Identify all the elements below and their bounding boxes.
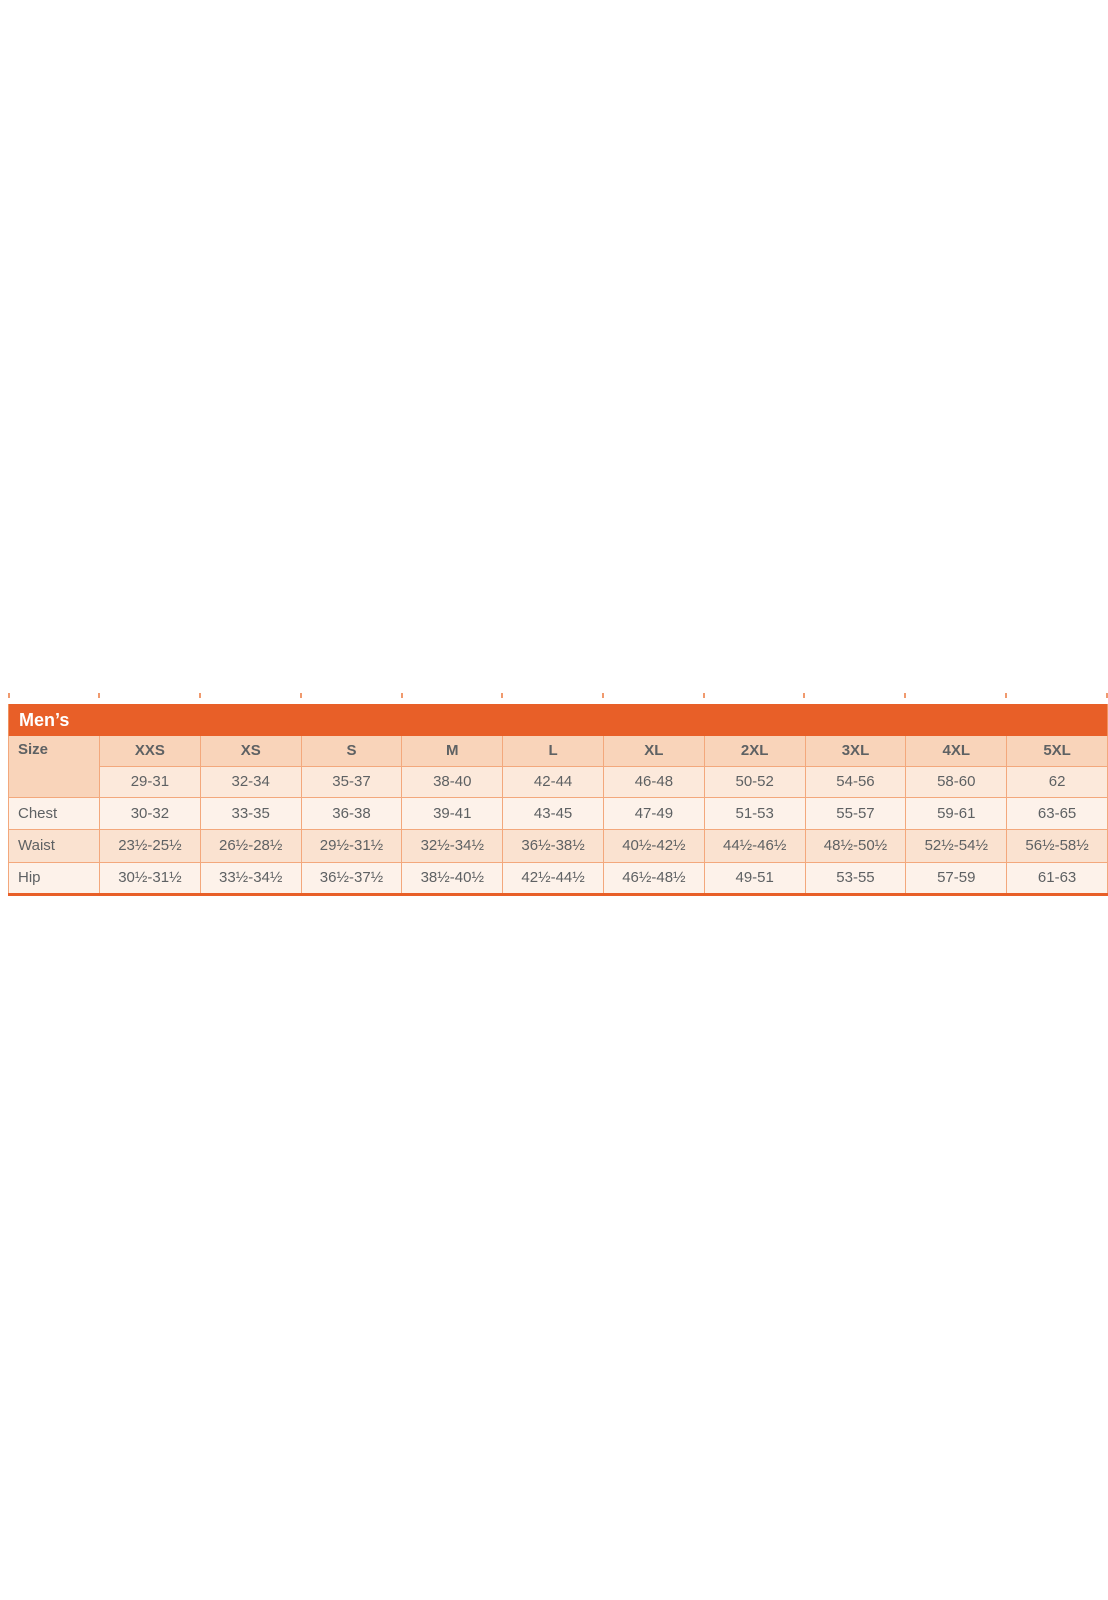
measurement-cell: 29½-31½	[300, 828, 403, 863]
size-number-cell: 35-37	[300, 765, 403, 798]
measurement-cell: 30-32	[99, 796, 201, 830]
column-header-cell: M	[401, 736, 504, 767]
column-header-cell: XS	[199, 736, 302, 767]
table-title: Men’s	[8, 704, 1108, 736]
measurement-cell: 63-65	[1006, 796, 1108, 830]
table-top-ticks	[8, 693, 1108, 698]
measurement-cell: 52½-54½	[905, 828, 1008, 863]
measurement-cell: 39-41	[401, 796, 504, 830]
measurement-cell: 59-61	[905, 796, 1008, 830]
hip-row: Hip 30½-31½ 33½-34½ 36½-37½ 38½-40½ 42½-…	[8, 861, 1108, 895]
column-tick	[703, 693, 705, 698]
measurement-cell: 46½-48½	[602, 861, 705, 895]
waist-row: Waist 23½-25½ 26½-28½ 29½-31½ 32½-34½ 36…	[8, 828, 1108, 863]
measurement-cell: 36½-38½	[502, 828, 604, 863]
column-header-cell: L	[502, 736, 604, 767]
size-number-cell: 54-56	[804, 765, 907, 798]
column-header-cell: 2XL	[703, 736, 806, 767]
size-label: Size	[8, 736, 100, 798]
measurement-cell: 33½-34½	[199, 861, 302, 895]
column-header-cell: XXS	[99, 736, 201, 767]
column-header-cell: 3XL	[804, 736, 907, 767]
size-header-row: Size XXS XS S M L XL 2XL 3XL 4XL 5XL	[8, 736, 1108, 798]
size-number-cell: 29-31	[99, 765, 201, 798]
measurement-cell: 61-63	[1006, 861, 1108, 895]
size-number-cell: 62	[1006, 765, 1108, 798]
measurement-cell: 36½-37½	[300, 861, 403, 895]
column-header-cell: XL	[602, 736, 705, 767]
size-number-cell: 42-44	[502, 765, 604, 798]
column-tick	[1106, 693, 1108, 698]
size-number-cell: 32-34	[199, 765, 302, 798]
measurement-cell: 53-55	[804, 861, 907, 895]
table-title-row: Men’s	[8, 704, 1108, 736]
column-header-cell: 4XL	[905, 736, 1008, 767]
column-tick	[602, 693, 604, 698]
measurement-cell: 43-45	[502, 796, 604, 830]
size-number-cell: 46-48	[602, 765, 705, 798]
measurement-cell: 49-51	[703, 861, 806, 895]
column-tick	[904, 693, 906, 698]
row-label-hip: Hip	[8, 861, 100, 895]
measurement-cell: 38½-40½	[401, 861, 504, 895]
measurement-cell: 30½-31½	[99, 861, 201, 895]
measurement-cell: 57-59	[905, 861, 1008, 895]
column-tick	[501, 693, 503, 698]
measurement-cell: 48½-50½	[804, 828, 907, 863]
row-label-chest: Chest	[8, 796, 100, 830]
column-header-cell: 5XL	[1006, 736, 1108, 767]
size-number-cell: 38-40	[401, 765, 504, 798]
size-number-cell: 58-60	[905, 765, 1008, 798]
row-label-waist: Waist	[8, 828, 100, 863]
size-number-cell: 50-52	[703, 765, 806, 798]
measurement-cell: 33-35	[199, 796, 302, 830]
column-tick	[803, 693, 805, 698]
measurement-cell: 51-53	[703, 796, 806, 830]
measurement-cell: 56½-58½	[1006, 828, 1108, 863]
measurement-cell: 55-57	[804, 796, 907, 830]
measurement-cell: 42½-44½	[502, 861, 604, 895]
column-tick	[199, 693, 201, 698]
mens-size-chart-table: Men’s Size XXS XS S M L XL 2XL 3XL 4XL 5…	[8, 704, 1108, 896]
measurement-cell: 23½-25½	[99, 828, 201, 863]
measurement-cell: 32½-34½	[401, 828, 504, 863]
chest-row: Chest 30-32 33-35 36-38 39-41 43-45 47-4…	[8, 796, 1108, 830]
measurement-cell: 40½-42½	[602, 828, 705, 863]
column-tick	[300, 693, 302, 698]
column-tick	[98, 693, 100, 698]
measurement-cell: 26½-28½	[199, 828, 302, 863]
column-tick	[8, 693, 10, 698]
column-tick	[401, 693, 403, 698]
column-header-cell: S	[300, 736, 403, 767]
measurement-cell: 47-49	[602, 796, 705, 830]
measurement-cell: 36-38	[300, 796, 403, 830]
measurement-cell: 44½-46½	[703, 828, 806, 863]
size-numbers-row: 29-31 32-34 35-37 38-40 42-44 46-48 50-5…	[9, 765, 1108, 798]
column-tick	[1005, 693, 1007, 698]
